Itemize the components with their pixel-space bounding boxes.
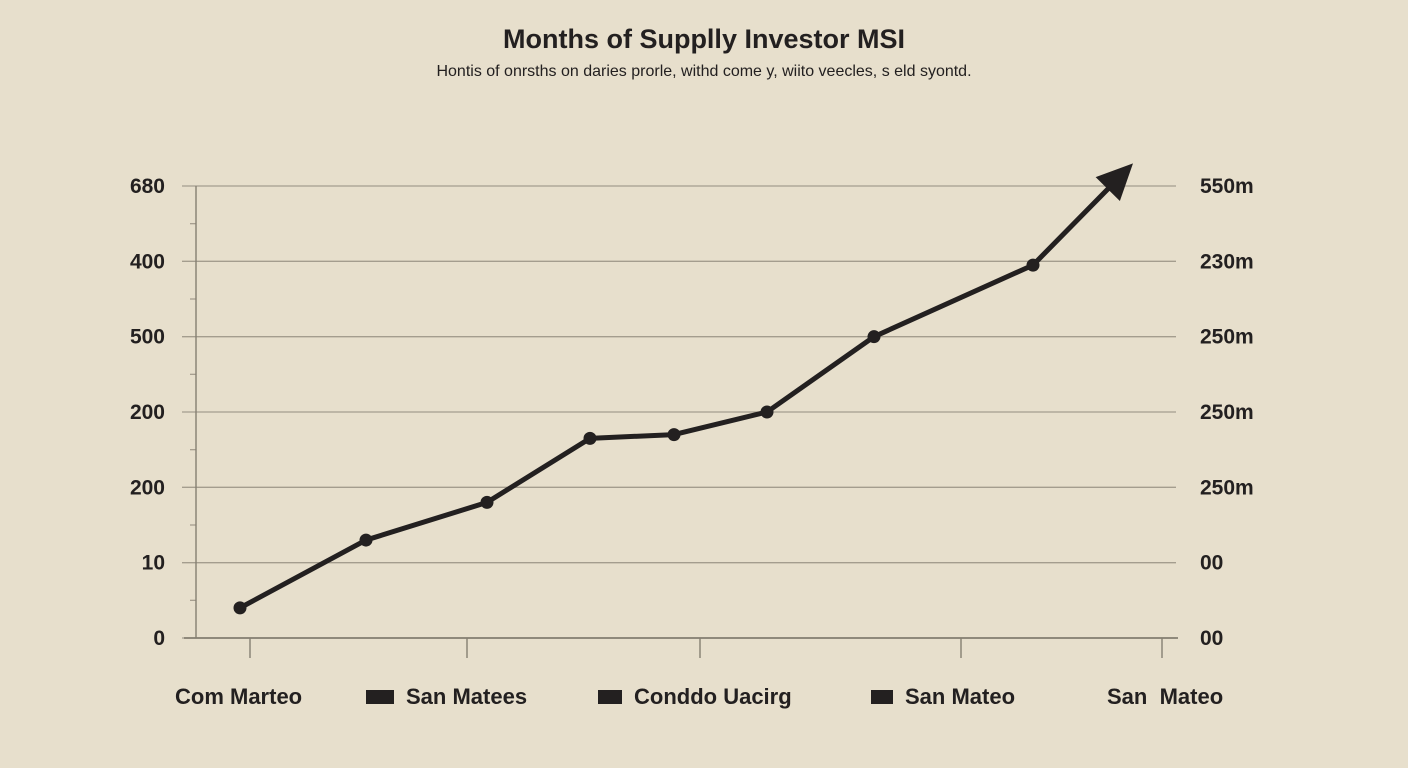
- series-msi: [233, 163, 1133, 615]
- data-point: [1026, 258, 1040, 272]
- legend-swatch: [871, 690, 893, 704]
- y-tick-label-right: 00: [1200, 627, 1223, 650]
- y-tick-label-left: 0: [153, 627, 165, 650]
- y-axis-right-labels: 00 00 250m 250m 250m 230m 550m: [1200, 175, 1254, 650]
- legend-label: San Mateo: [1107, 684, 1224, 709]
- legend-entry-san-matees: San Matees: [366, 684, 527, 710]
- legend-entry-com-marteo: Com Marteo: [175, 684, 302, 710]
- gridlines: [182, 185, 1176, 639]
- legend-entry-conddo-uacirg: Conddo Uacirg: [598, 684, 792, 710]
- y-tick-label-right: 00: [1200, 552, 1223, 575]
- legend-label: Conddo Uacirg: [634, 684, 792, 709]
- legend-label: Com Marteo: [175, 684, 303, 709]
- legend-swatch: [366, 690, 394, 704]
- data-point: [233, 601, 247, 615]
- y-tick-label-left: 200: [130, 401, 165, 424]
- axes: [184, 186, 1178, 658]
- y-tick-label-right: 250m: [1200, 401, 1254, 424]
- data-point: [480, 495, 494, 509]
- data-point: [867, 330, 881, 344]
- y-tick-label-left: 500: [130, 326, 165, 349]
- legend-entry-san-mateo-2: San Mateo: [1107, 684, 1223, 710]
- trend-arrow-head: [1095, 163, 1133, 201]
- y-tick-label-left: 680: [130, 175, 165, 198]
- y-tick-label-right: 230m: [1200, 250, 1254, 273]
- data-point: [583, 431, 597, 445]
- chart-title: Months of Supplly Investor MSI: [502, 24, 905, 54]
- data-point: [667, 428, 681, 442]
- y-tick-label-right: 250m: [1200, 326, 1254, 349]
- legend-label: San Mateo: [905, 684, 1016, 709]
- y-tick-label-left: 400: [130, 250, 165, 273]
- legend-entry-san-mateo: San Mateo: [871, 684, 1015, 710]
- data-point: [760, 405, 774, 419]
- legend-swatch: [598, 690, 622, 704]
- y-tick-label-right: 550m: [1200, 175, 1254, 198]
- y-axis-left-labels: 0 10 200 200 500 400 680: [130, 175, 165, 650]
- data-point: [359, 533, 373, 547]
- y-tick-label-left: 200: [130, 476, 165, 499]
- chart-subtitle: Hontis of onrsths on daries prorle, with…: [436, 63, 972, 80]
- y-tick-label-left: 10: [142, 552, 165, 575]
- y-tick-label-right: 250m: [1200, 476, 1254, 499]
- legend-label: San Matees: [406, 684, 528, 709]
